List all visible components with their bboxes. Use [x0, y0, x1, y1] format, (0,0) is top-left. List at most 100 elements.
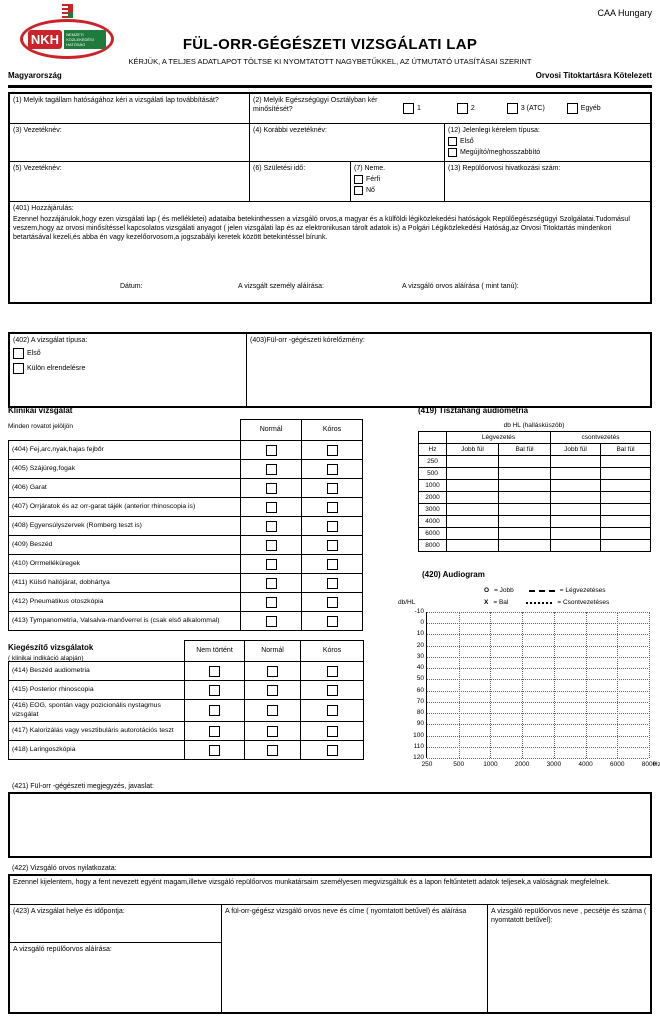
- birthdate-label: (6) Születési idő:: [253, 165, 306, 172]
- class-2-checkbox[interactable]: [456, 103, 468, 114]
- ame-name-cell[interactable]: A vizsgáló repülőorvos neve , pecsétje é…: [488, 905, 650, 1012]
- threshold-cell[interactable]: [600, 467, 651, 480]
- checkbox[interactable]: [326, 615, 338, 627]
- threshold-cell[interactable]: [446, 455, 499, 468]
- threshold-cell[interactable]: [550, 479, 601, 492]
- checkbox[interactable]: [265, 539, 277, 551]
- threshold-cell[interactable]: [498, 503, 551, 516]
- checkbox[interactable]: [209, 705, 220, 716]
- checkbox[interactable]: [265, 444, 277, 456]
- ame-signature-cell[interactable]: A vizsgáló repülőorvos aláírása:: [10, 943, 221, 1012]
- threshold-cell[interactable]: [600, 515, 651, 528]
- ent-history-cell[interactable]: (403)Fül-orr -gégészeti kórelőzmény:: [247, 334, 650, 406]
- grid-hline: [427, 735, 648, 737]
- surname2-cell[interactable]: (5) Vezetéknév:: [10, 162, 250, 201]
- previous-surname-cell[interactable]: (4) Korábbi vezetéknév:: [250, 124, 445, 161]
- exam-special-checkbox[interactable]: [13, 363, 24, 374]
- checkbox[interactable]: [326, 520, 338, 532]
- threshold-cell[interactable]: [498, 479, 551, 492]
- checkbox[interactable]: [209, 744, 220, 756]
- threshold-cell[interactable]: [600, 455, 651, 468]
- bone-conduction-line-icon: [526, 601, 553, 604]
- threshold-cell[interactable]: [498, 539, 551, 552]
- checkbox[interactable]: [326, 665, 338, 677]
- checkbox[interactable]: [265, 482, 277, 494]
- checkbox[interactable]: [326, 501, 338, 513]
- threshold-cell[interactable]: [446, 539, 499, 552]
- class-3-atc-checkbox[interactable]: [506, 103, 518, 114]
- threshold-cell[interactable]: [550, 455, 601, 468]
- checkbox[interactable]: [326, 596, 338, 608]
- application-renewal-checkbox[interactable]: [448, 148, 457, 157]
- nkh-badge: NKH: [27, 29, 63, 49]
- exam-special-label: Külön elrendelésre: [27, 365, 86, 372]
- sex-female-checkbox[interactable]: [354, 186, 363, 195]
- threshold-cell[interactable]: [446, 467, 499, 480]
- application-first-checkbox[interactable]: [448, 137, 457, 146]
- checkbox[interactable]: [265, 520, 277, 532]
- threshold-cell[interactable]: [550, 539, 601, 552]
- checkbox[interactable]: [265, 558, 277, 570]
- checkbox[interactable]: [326, 705, 338, 716]
- checkbox[interactable]: [326, 444, 338, 456]
- threshold-cell[interactable]: [446, 515, 499, 528]
- threshold-cell[interactable]: [600, 479, 651, 492]
- checkbox[interactable]: [209, 684, 220, 696]
- threshold-cell[interactable]: [550, 491, 601, 504]
- checkbox-cell: [240, 478, 302, 498]
- threshold-cell[interactable]: [498, 527, 551, 540]
- threshold-cell[interactable]: [600, 503, 651, 516]
- checkbox[interactable]: [267, 705, 278, 716]
- checkbox[interactable]: [326, 539, 338, 551]
- sex-male-checkbox[interactable]: [354, 175, 363, 184]
- checkbox[interactable]: [265, 596, 277, 608]
- checkbox[interactable]: [326, 725, 338, 737]
- ent-doctor-cell[interactable]: A fül-orr-gégész vizsgáló orvos neve és …: [222, 905, 488, 1012]
- exam-first-checkbox[interactable]: [13, 348, 24, 359]
- threshold-cell[interactable]: [550, 515, 601, 528]
- class-other-checkbox[interactable]: [566, 103, 578, 114]
- surname-cell[interactable]: (3) Vezetéknév:: [10, 124, 250, 161]
- threshold-cell[interactable]: [600, 491, 651, 504]
- threshold-cell[interactable]: [600, 539, 651, 552]
- clinical-title: Klinikai vizsgálat: [8, 406, 73, 415]
- field-1-cell[interactable]: (1) Melyik tagállam hatóságához kéri a v…: [10, 94, 250, 123]
- legend-right-label: = Jobb: [494, 587, 514, 594]
- threshold-cell[interactable]: [498, 515, 551, 528]
- checkbox[interactable]: [267, 725, 278, 737]
- checkbox[interactable]: [265, 577, 277, 589]
- birthdate-cell[interactable]: (6) Születési idő:: [250, 162, 351, 201]
- checkbox[interactable]: [209, 725, 220, 737]
- threshold-cell[interactable]: [550, 467, 601, 480]
- checkbox[interactable]: [326, 684, 338, 696]
- checkbox[interactable]: [265, 615, 277, 627]
- checkbox[interactable]: [326, 482, 338, 494]
- threshold-cell[interactable]: [498, 491, 551, 504]
- remarks-box[interactable]: [8, 792, 652, 858]
- y-tick-label: 10: [416, 630, 424, 638]
- checkbox[interactable]: [326, 577, 338, 589]
- checkbox[interactable]: [267, 744, 278, 756]
- threshold-cell[interactable]: [446, 503, 499, 516]
- checkbox[interactable]: [209, 665, 220, 677]
- checkbox[interactable]: [326, 744, 338, 756]
- checkbox[interactable]: [265, 501, 277, 513]
- checkbox-cell: [244, 680, 301, 700]
- threshold-cell[interactable]: [600, 527, 651, 540]
- checkbox[interactable]: [326, 463, 338, 475]
- exam-place-cell[interactable]: (423) A vizsgálat helye és időpontja:: [10, 905, 221, 943]
- checkbox[interactable]: [267, 665, 278, 677]
- checkbox[interactable]: [265, 463, 277, 475]
- threshold-cell[interactable]: [550, 503, 601, 516]
- threshold-cell[interactable]: [498, 455, 551, 468]
- reference-number-cell[interactable]: (13) Repülőorvosi hivatkozási szám:: [445, 162, 650, 201]
- checkbox[interactable]: [326, 558, 338, 570]
- checkbox[interactable]: [267, 684, 278, 696]
- threshold-cell[interactable]: [446, 479, 499, 492]
- class-1-checkbox[interactable]: [403, 103, 414, 114]
- threshold-cell[interactable]: [446, 527, 499, 540]
- class-1-label: 1: [417, 105, 421, 112]
- threshold-cell[interactable]: [446, 491, 499, 504]
- threshold-cell[interactable]: [498, 467, 551, 480]
- threshold-cell[interactable]: [550, 527, 601, 540]
